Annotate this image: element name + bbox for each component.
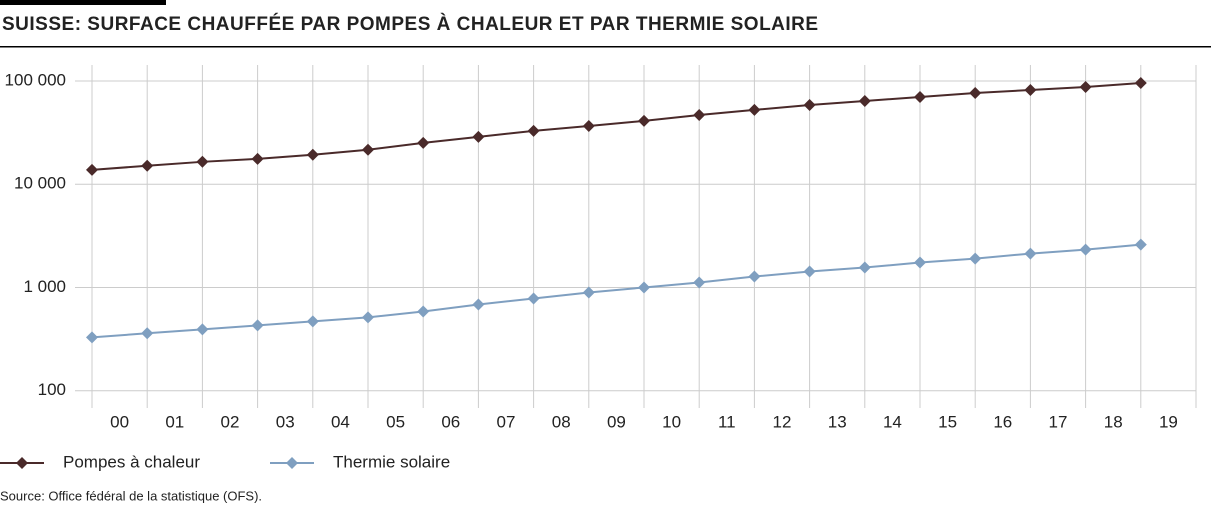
x-tick-label: 10: [662, 412, 681, 431]
x-tick-label: 04: [331, 412, 350, 431]
data-point: [86, 331, 98, 344]
x-tick-label: 01: [165, 412, 184, 431]
x-tick-label: 17: [1049, 412, 1068, 431]
x-tick-label: 19: [1159, 412, 1178, 431]
data-point: [417, 136, 430, 149]
x-tick-label: 05: [386, 412, 405, 431]
data-point: [1024, 247, 1037, 260]
data-point: [858, 94, 871, 107]
data-point: [858, 261, 871, 274]
data-point: [803, 98, 816, 111]
data-point: [141, 327, 154, 340]
y-tick-label: 1 000: [23, 277, 66, 296]
legend-label: Thermie solaire: [333, 452, 450, 471]
data-point: [693, 108, 706, 121]
data-point: [803, 265, 816, 278]
data-point: [1079, 243, 1092, 256]
series-line: [91, 243, 1141, 339]
legend-marker: [16, 457, 28, 469]
data-point: [196, 323, 209, 336]
data-point: [969, 86, 982, 99]
x-tick-label: 13: [828, 412, 847, 431]
data-point: [527, 292, 540, 305]
x-tick-label: 14: [883, 412, 902, 431]
data-point: [472, 130, 485, 143]
y-tick-label: 100: [38, 380, 66, 399]
data-point: [914, 256, 926, 269]
legend-marker: [286, 457, 298, 469]
y-tick-label: 10 000: [14, 174, 66, 193]
x-tick-label: 02: [221, 412, 240, 431]
x-tick-label: 12: [773, 412, 792, 431]
data-point: [306, 315, 319, 328]
data-point: [141, 159, 154, 172]
data-point: [251, 319, 264, 332]
x-tick-label: 08: [552, 412, 571, 431]
data-point: [1134, 238, 1147, 251]
y-tick-label: 100 000: [5, 71, 66, 90]
data-point: [638, 114, 650, 127]
x-tick-label: 18: [1104, 412, 1123, 431]
title-accent: [0, 0, 166, 5]
chart-title: SUISSE: SURFACE CHAUFFÉE PAR POMPES À CH…: [2, 13, 819, 35]
data-point: [86, 163, 98, 176]
data-point: [1134, 77, 1147, 90]
x-tick-label: 07: [497, 412, 516, 431]
data-point: [638, 281, 650, 294]
x-tick-label: 03: [276, 412, 295, 431]
data-point: [527, 124, 540, 137]
data-point: [748, 103, 761, 116]
data-point: [306, 148, 319, 161]
data-point: [417, 305, 430, 318]
data-point: [582, 286, 595, 299]
x-tick-label: 00: [110, 412, 129, 431]
data-point: [969, 252, 982, 265]
data-point: [472, 298, 485, 311]
title-rule: [0, 46, 1211, 48]
x-tick-label: 16: [993, 412, 1012, 431]
data-point: [362, 143, 374, 156]
data-point: [196, 155, 209, 168]
data-point: [582, 119, 595, 132]
series-line: [91, 82, 1141, 171]
legend-label: Pompes à chaleur: [63, 452, 200, 471]
data-point: [748, 270, 761, 283]
data-point: [1024, 83, 1037, 96]
data-point: [693, 276, 706, 289]
data-point: [251, 152, 264, 165]
data-point: [914, 91, 926, 104]
data-point: [362, 311, 374, 324]
x-tick-label: 15: [938, 412, 957, 431]
source: Source: Office fédéral de la statistique…: [0, 488, 262, 503]
data-point: [1079, 81, 1092, 94]
x-tick-label: 09: [607, 412, 626, 431]
x-tick-label: 11: [718, 412, 736, 431]
x-tick-label: 06: [441, 412, 460, 431]
